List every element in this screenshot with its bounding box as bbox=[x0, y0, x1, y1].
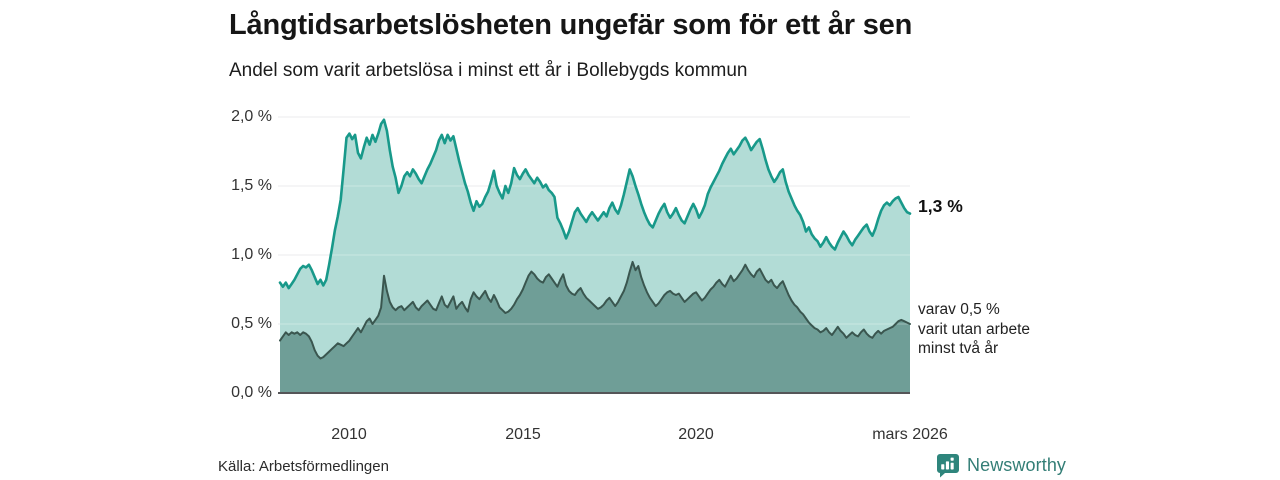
y-tick-05: 0,5 % bbox=[231, 315, 272, 332]
chart-subtitle: Andel som varit arbetslösa i minst ett å… bbox=[229, 60, 748, 81]
y-tick-10: 1,0 % bbox=[231, 246, 272, 263]
series-two-years-end-label-line3: minst två år bbox=[918, 340, 999, 357]
x-tick-2015: 2015 bbox=[505, 426, 541, 443]
series-two-years-end-label: varav 0,5 % varit utan arbete minst två … bbox=[918, 300, 1030, 359]
series-two-years-end-label-line2: varit utan arbete bbox=[918, 320, 1031, 338]
y-tick-15: 1,5 % bbox=[231, 177, 272, 194]
newsworthy-brand: Newsworthy bbox=[936, 452, 1066, 478]
x-tick-2020: 2020 bbox=[678, 426, 714, 443]
series-two-years-end-label-line1: varav 0,5 % bbox=[918, 301, 1000, 318]
page-title: Långtidsarbetslösheten ungefär som för e… bbox=[229, 9, 913, 41]
series-total-end-value-label: 1,3 % bbox=[918, 196, 963, 216]
x-tick-2010: 2010 bbox=[331, 426, 367, 443]
newsworthy-wordmark: Newsworthy bbox=[967, 454, 1067, 475]
y-tick-20: 2,0 % bbox=[231, 108, 272, 125]
source-note: Källa: Arbetsförmedlingen bbox=[218, 458, 389, 475]
x-tick-mars-2026: mars 2026 bbox=[872, 426, 948, 443]
newsworthy-logo-icon bbox=[936, 453, 960, 478]
y-tick-0: 0,0 % bbox=[231, 384, 272, 401]
